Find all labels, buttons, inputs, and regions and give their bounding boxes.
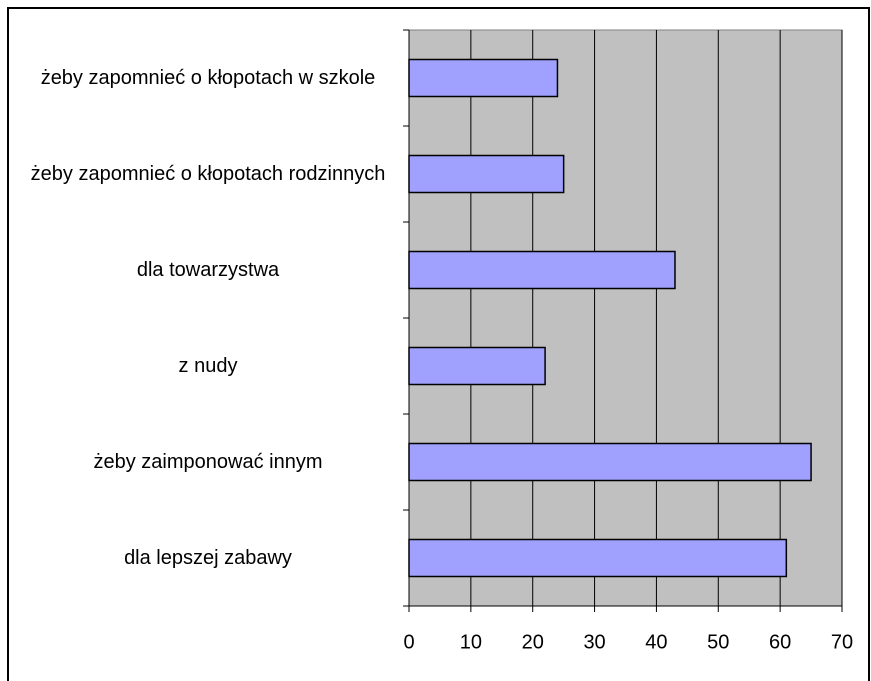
y-tick-label: żeby zapomnieć o kłopotach rodzinnych xyxy=(30,162,386,185)
bar xyxy=(408,154,565,194)
plot-area xyxy=(408,29,843,607)
x-tick-label: 50 xyxy=(707,631,729,653)
bar xyxy=(408,538,788,578)
y-tick-label: dla lepszej zabawy xyxy=(124,546,292,569)
x-tick-label: 0 xyxy=(403,631,414,653)
x-tick-label: 40 xyxy=(645,631,667,653)
bar xyxy=(408,58,559,98)
x-tick-label: 20 xyxy=(522,631,544,653)
bar xyxy=(408,442,812,482)
y-tick-label: dla towarzystwa xyxy=(136,258,280,281)
bar xyxy=(408,346,546,386)
x-tick-label: 60 xyxy=(769,631,791,653)
bar xyxy=(408,250,676,290)
y-tick-label: z nudy xyxy=(178,354,238,377)
x-tick-label: 10 xyxy=(460,631,482,653)
x-tick-label: 30 xyxy=(583,631,605,653)
y-tick-label: żeby zaimponować innym xyxy=(93,450,323,473)
y-tick-label: żeby zapomnieć o kłopotach w szkole xyxy=(40,66,376,89)
x-tick-label: 70 xyxy=(831,631,853,653)
